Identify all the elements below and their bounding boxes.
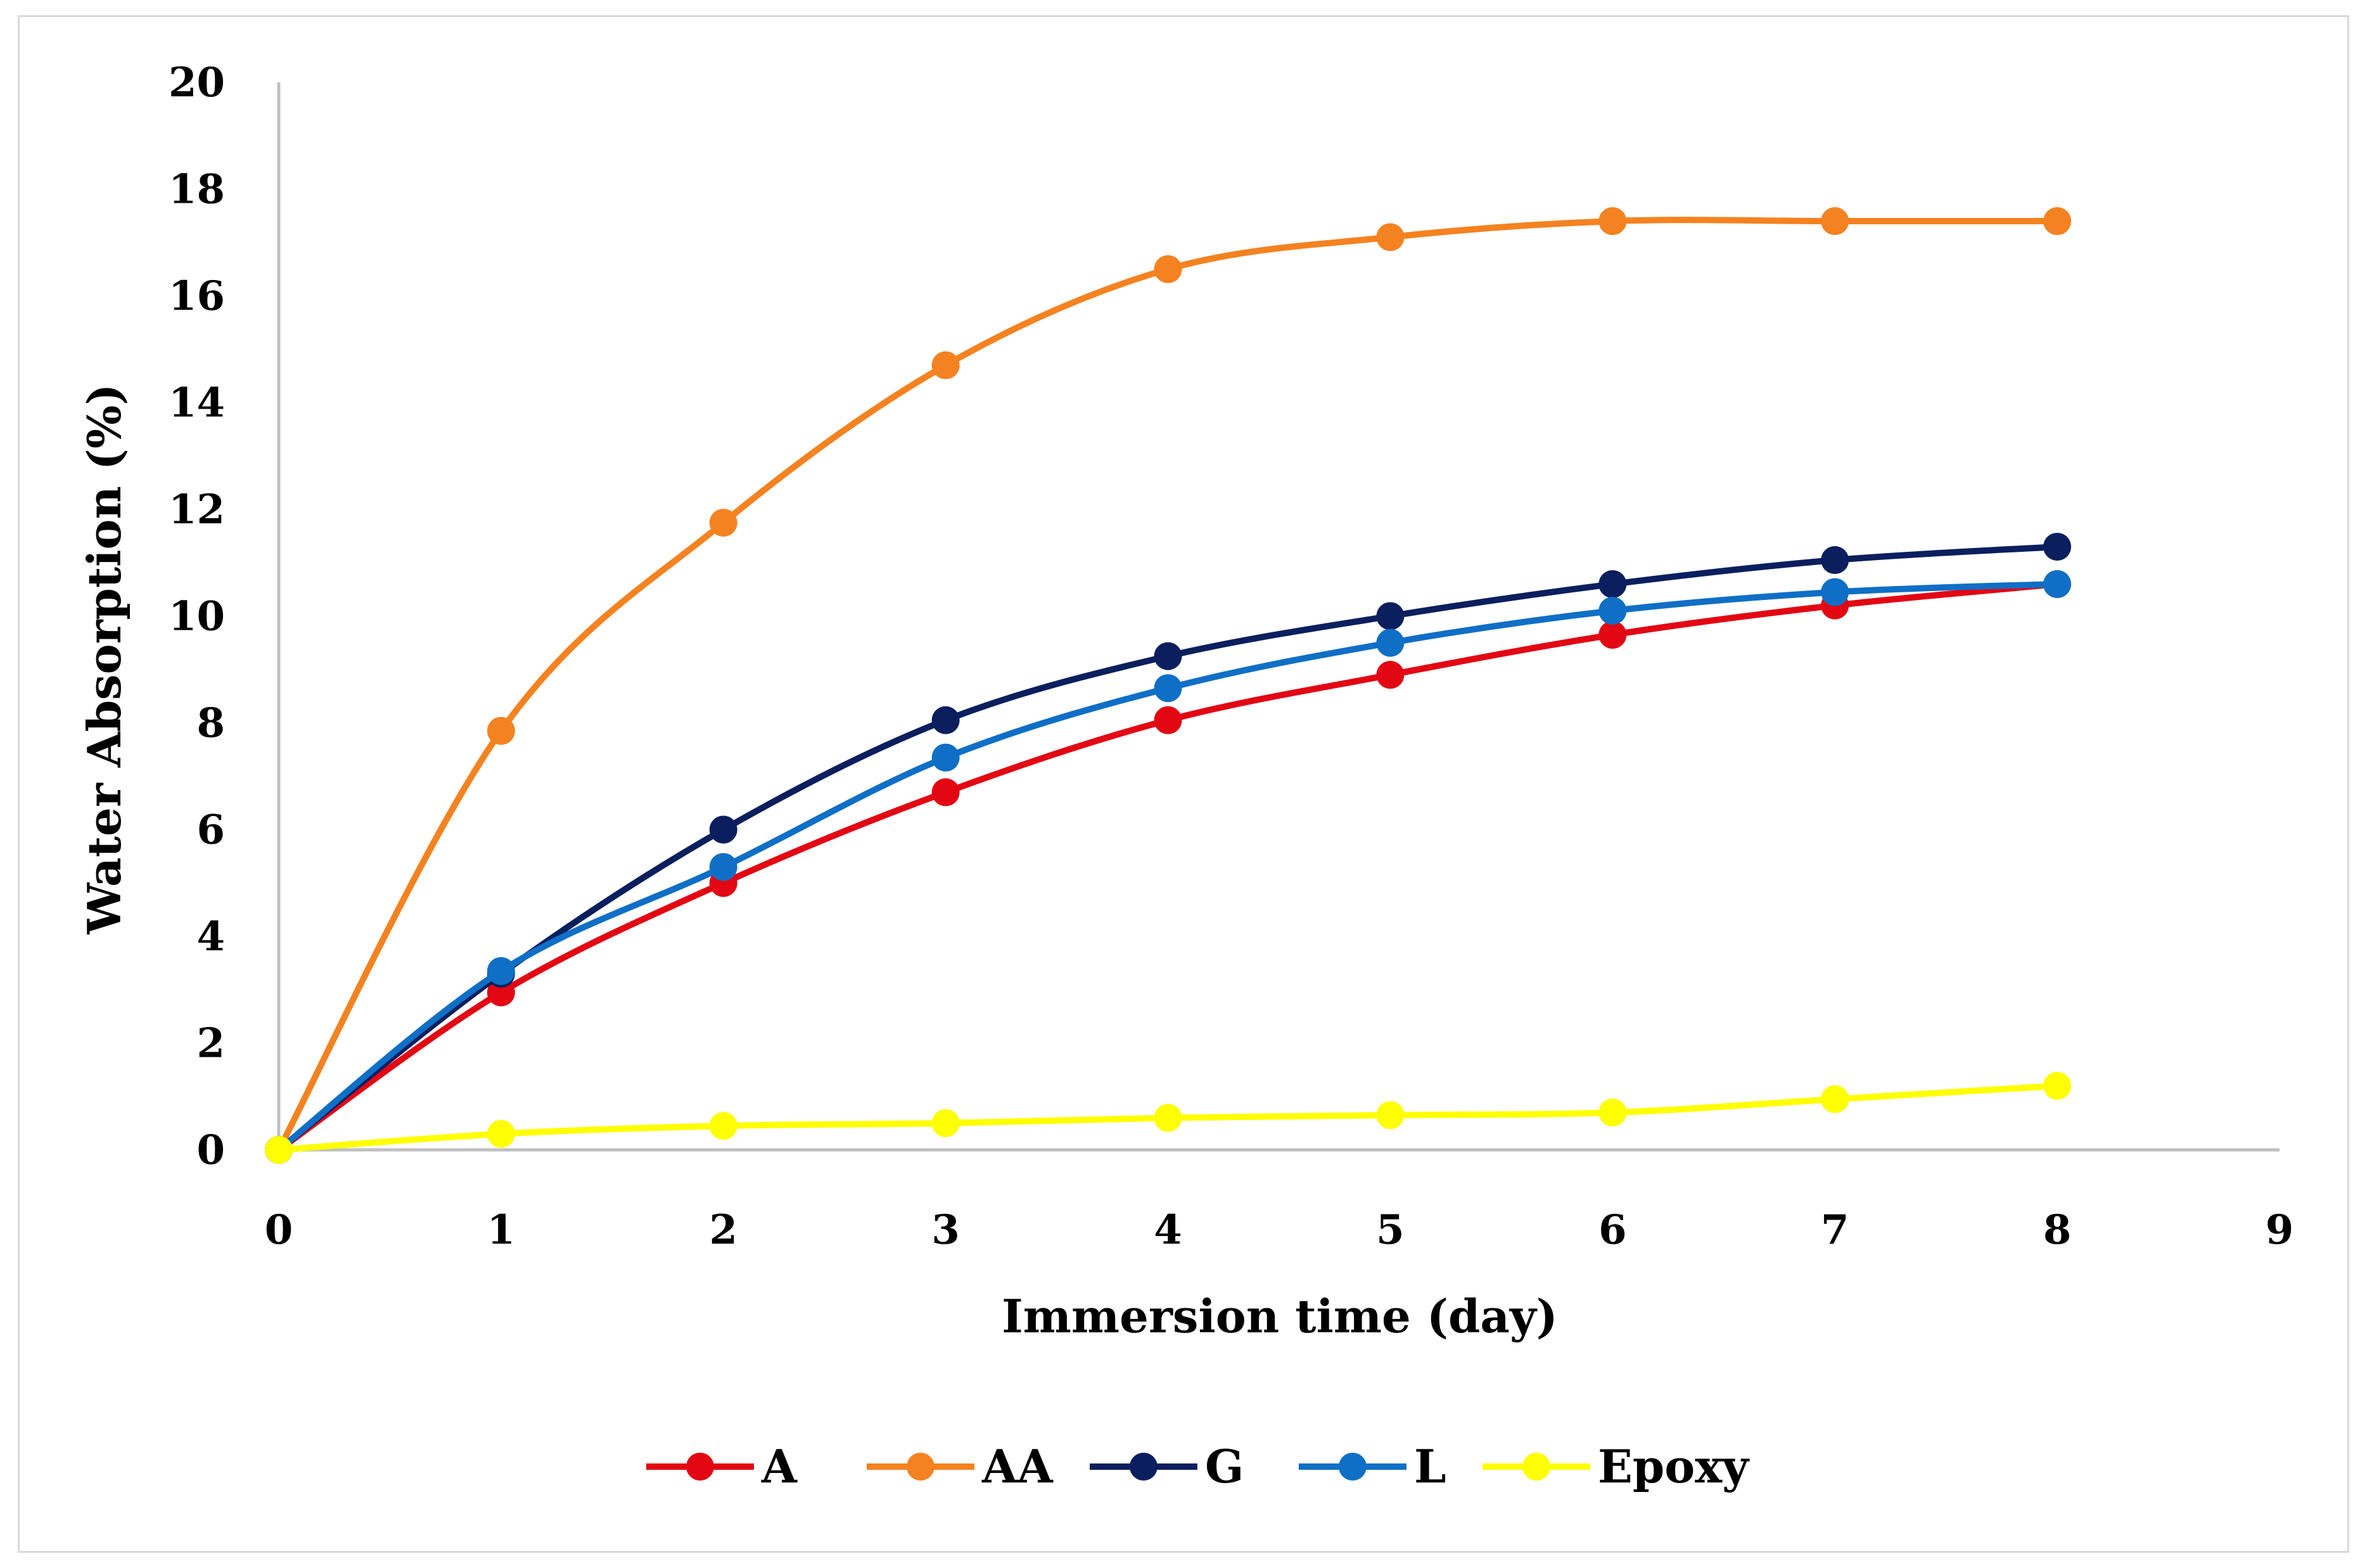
y-tick-label: 20 xyxy=(169,59,225,106)
data-point xyxy=(1154,674,1182,703)
y-tick-label: 12 xyxy=(169,486,225,533)
data-point xyxy=(2043,532,2072,561)
series-line xyxy=(276,580,2061,1153)
data-point xyxy=(1154,706,1182,734)
x-tick-labels: 0 1 2 3 4 5 6 7 8 9 xyxy=(265,1206,2294,1254)
data-point xyxy=(1598,620,1627,649)
data-point xyxy=(1154,255,1182,283)
chart-frame xyxy=(18,15,2349,1553)
x-axis-title: Immersion time (day) xyxy=(1002,1289,1558,1343)
x-tick-label: 7 xyxy=(1821,1206,1849,1254)
data-point xyxy=(709,815,737,844)
legend: A AA G L Epoxy xyxy=(646,1439,1750,1493)
series-line xyxy=(276,580,2061,1153)
data-point xyxy=(1821,546,1849,575)
data-point xyxy=(487,957,515,985)
x-tick-label: 2 xyxy=(710,1206,738,1254)
y-tick-label: 10 xyxy=(169,593,225,641)
y-tick-label: 0 xyxy=(196,1126,225,1174)
data-point xyxy=(709,853,737,881)
data-point xyxy=(931,778,960,806)
data-point xyxy=(1598,597,1627,625)
x-tick-label: 0 xyxy=(265,1206,293,1254)
x-tick-label: 5 xyxy=(1376,1206,1405,1254)
x-tick-label: 8 xyxy=(2043,1206,2072,1254)
y-tick-label: 2 xyxy=(196,1020,225,1068)
data-point xyxy=(2043,1071,2072,1100)
legend-swatch-marker xyxy=(907,1453,934,1481)
legend-label: G xyxy=(1205,1439,1244,1493)
legend-swatch-marker xyxy=(1339,1453,1367,1481)
data-point xyxy=(1154,642,1182,670)
y-axis-title: Water Absorption (%) xyxy=(77,384,131,935)
legend-label: AA xyxy=(981,1439,1054,1493)
data-point xyxy=(1821,578,1849,606)
x-tick-label: 9 xyxy=(2266,1206,2294,1254)
data-point xyxy=(709,509,737,537)
data-point xyxy=(931,743,960,772)
data-point xyxy=(1376,628,1405,657)
data-point xyxy=(1376,1101,1405,1130)
legend-item: A xyxy=(646,1439,798,1493)
series-epoxy xyxy=(265,1071,2072,1164)
data-point xyxy=(1376,223,1405,252)
legend-item: L xyxy=(1299,1439,1446,1493)
x-tick-label: 3 xyxy=(931,1206,960,1254)
data-point xyxy=(487,1119,515,1148)
y-tick-label: 14 xyxy=(169,379,225,427)
data-point xyxy=(931,1109,960,1137)
data-point xyxy=(265,1136,293,1164)
legend-swatch-marker xyxy=(1522,1453,1550,1481)
x-tick-label: 1 xyxy=(487,1206,516,1254)
data-point xyxy=(2043,570,2072,598)
data-point xyxy=(1598,1099,1627,1127)
legend-swatch-marker xyxy=(1130,1453,1157,1481)
legend-item: G xyxy=(1090,1439,1244,1493)
legend-label: L xyxy=(1414,1439,1446,1493)
data-point xyxy=(1598,207,1627,236)
data-point xyxy=(487,717,515,745)
legend-swatch-marker xyxy=(686,1453,714,1481)
data-point xyxy=(1821,1085,1849,1113)
data-point xyxy=(931,706,960,734)
x-tick-label: 4 xyxy=(1154,1206,1182,1254)
series-line xyxy=(276,543,2061,1153)
data-point xyxy=(1598,570,1627,598)
data-point xyxy=(1821,207,1849,236)
data-point xyxy=(1376,661,1405,689)
legend-item: AA xyxy=(867,1439,1054,1493)
y-tick-label: 16 xyxy=(169,272,225,320)
y-tick-label: 4 xyxy=(196,913,225,960)
y-tick-label: 18 xyxy=(169,166,225,214)
legend-item: Epoxy xyxy=(1482,1439,1750,1493)
y-tick-label: 8 xyxy=(196,699,225,747)
series-group xyxy=(265,207,2072,1164)
axes xyxy=(277,82,2280,1152)
data-point xyxy=(931,351,960,379)
legend-label: Epoxy xyxy=(1598,1439,1750,1493)
legend-label: A xyxy=(761,1439,798,1493)
data-point xyxy=(1154,1104,1182,1132)
series-l xyxy=(265,570,2072,1164)
x-tick-label: 6 xyxy=(1598,1206,1627,1254)
series-g xyxy=(265,532,2072,1164)
y-tick-labels: 0 2 4 6 8 10 12 14 16 18 20 xyxy=(169,59,225,1174)
data-point xyxy=(2043,207,2072,236)
data-point xyxy=(709,1112,737,1140)
y-tick-label: 6 xyxy=(196,806,225,854)
data-point xyxy=(1376,602,1405,630)
